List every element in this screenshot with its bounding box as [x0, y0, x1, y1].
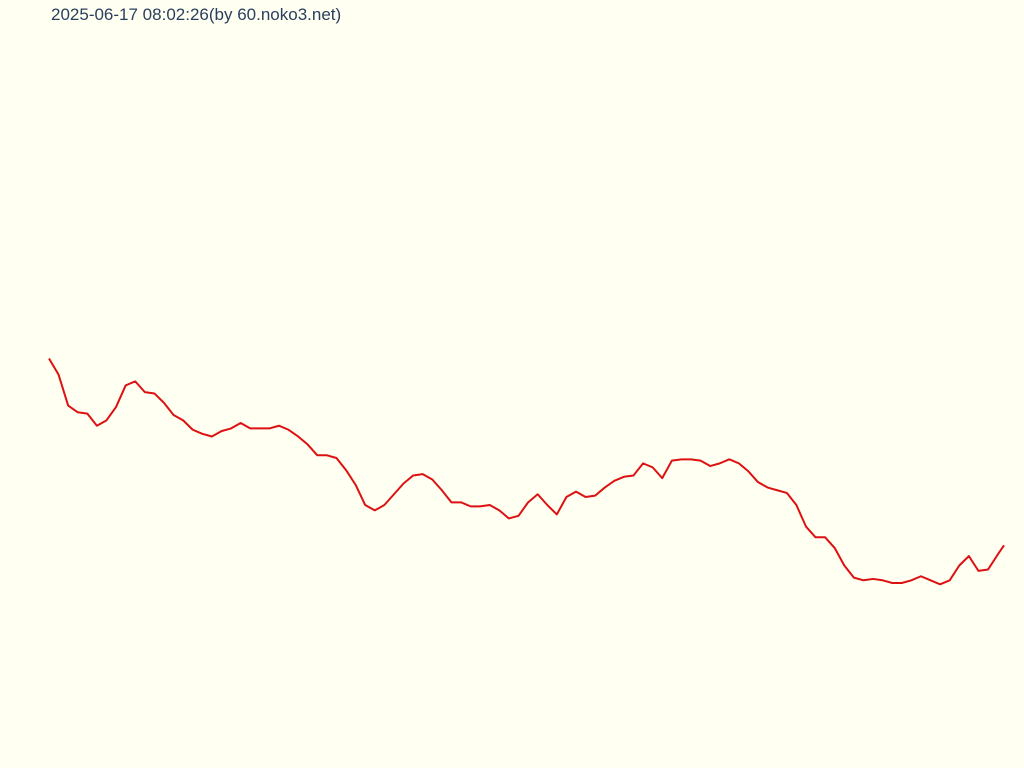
plot-area	[48, 358, 1005, 586]
series-line	[48, 358, 1005, 586]
chart-title: 2025-06-17 08:02:26(by 60.noko3.net)	[51, 5, 341, 24]
